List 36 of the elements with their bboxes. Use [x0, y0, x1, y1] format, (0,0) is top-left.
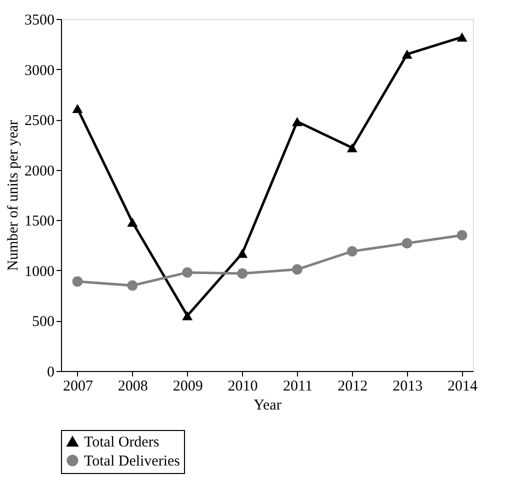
- point: [292, 264, 302, 275]
- point: [182, 311, 193, 320]
- x-tick-label: 2009: [172, 378, 203, 394]
- legend-label: Total Deliveries: [84, 454, 180, 470]
- y-tick-label: 1000: [24, 264, 54, 280]
- point: [402, 238, 412, 249]
- y-tick-label: 1500: [24, 214, 54, 230]
- x-axis-title: Year: [254, 398, 282, 414]
- point: [346, 246, 358, 257]
- legend-label: Total Orders: [84, 434, 160, 450]
- y-tick-label: 3000: [24, 62, 54, 79]
- point: [346, 143, 358, 152]
- y-tick-label: 2000: [24, 163, 54, 180]
- point: [456, 230, 468, 240]
- y-tick-label: 3500: [24, 12, 54, 28]
- x-tick-label: 2013: [392, 378, 423, 394]
- y-tick-label: 0: [47, 364, 54, 380]
- x-tick-label: 2010: [228, 378, 258, 394]
- y-tick-label: 500: [32, 314, 54, 330]
- point: [292, 117, 302, 126]
- x-tick-label: 2012: [338, 378, 368, 394]
- x-tick-label: 2011: [282, 378, 312, 394]
- point: [72, 104, 83, 114]
- point: [182, 267, 193, 278]
- x-tick-label: 2008: [118, 378, 148, 394]
- point: [237, 248, 248, 258]
- x-tick-label: 2007: [62, 378, 94, 394]
- point: [127, 280, 138, 291]
- y-axis-title: Number of units per year: [6, 120, 22, 271]
- point: [127, 218, 138, 227]
- y-tick-label: 2500: [24, 113, 54, 130]
- point: [72, 276, 83, 287]
- point: [237, 268, 248, 279]
- point: [456, 32, 468, 42]
- point: [402, 50, 412, 59]
- x-tick-label: 2014: [448, 378, 478, 394]
